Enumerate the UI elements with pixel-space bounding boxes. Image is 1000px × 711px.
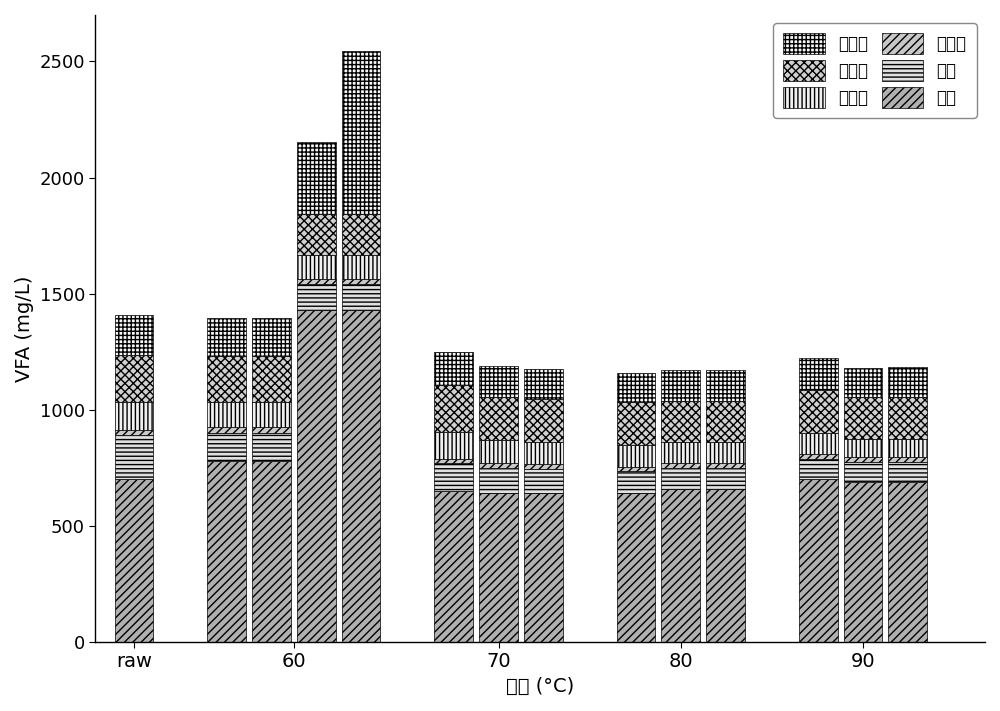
Y-axis label: VFA (mg/L): VFA (mg/L) <box>15 275 34 382</box>
Bar <box>342 213 380 255</box>
Bar <box>342 51 380 213</box>
Bar <box>434 463 473 491</box>
Bar <box>799 358 838 390</box>
X-axis label: 温度 (°C): 温度 (°C) <box>506 677 574 696</box>
Bar <box>297 141 336 213</box>
Bar <box>706 400 745 442</box>
Bar <box>115 356 153 402</box>
Bar <box>888 457 927 462</box>
Bar <box>252 427 291 433</box>
Bar <box>799 454 838 459</box>
Bar <box>434 459 473 463</box>
Bar <box>524 469 563 493</box>
Bar <box>844 482 882 642</box>
Bar <box>617 373 655 402</box>
Bar <box>524 493 563 642</box>
Bar <box>479 397 518 440</box>
Bar <box>661 463 700 468</box>
Bar <box>706 488 745 642</box>
Bar <box>888 482 927 642</box>
Bar <box>297 255 336 279</box>
Bar <box>524 369 563 400</box>
Bar <box>844 457 882 462</box>
Bar <box>297 284 336 310</box>
Bar <box>342 255 380 279</box>
Bar <box>434 385 473 432</box>
Bar <box>434 352 473 385</box>
Bar <box>799 459 838 479</box>
Bar <box>207 461 246 642</box>
Bar <box>617 444 655 466</box>
Bar <box>207 318 246 356</box>
Bar <box>252 461 291 642</box>
Bar <box>207 427 246 433</box>
Bar <box>524 464 563 469</box>
Bar <box>115 479 153 642</box>
Bar <box>479 463 518 468</box>
Bar <box>297 310 336 642</box>
Bar <box>844 397 882 439</box>
Bar <box>661 370 700 400</box>
Bar <box>297 279 336 284</box>
Bar <box>706 468 745 488</box>
Bar <box>661 468 700 488</box>
Bar <box>888 439 927 457</box>
Bar <box>342 310 380 642</box>
Bar <box>706 370 745 400</box>
Bar <box>844 368 882 397</box>
Bar <box>297 213 336 255</box>
Bar <box>342 279 380 284</box>
Bar <box>661 442 700 463</box>
Bar <box>799 433 838 454</box>
Bar <box>479 468 518 493</box>
Bar <box>434 491 473 642</box>
Bar <box>115 429 153 435</box>
Bar <box>115 402 153 429</box>
Bar <box>479 440 518 463</box>
Bar <box>799 479 838 642</box>
Bar <box>617 402 655 444</box>
Bar <box>617 466 655 471</box>
Bar <box>434 432 473 459</box>
Bar <box>342 284 380 310</box>
Bar <box>617 471 655 493</box>
Bar <box>706 463 745 468</box>
Bar <box>661 400 700 442</box>
Bar <box>207 433 246 461</box>
Bar <box>661 488 700 642</box>
Bar <box>617 493 655 642</box>
Legend: 正戊酸, 异戊酸, 正丁酸, 异丁酸, 丙酸, 乙酸: 正戊酸, 异戊酸, 正丁酸, 异丁酸, 丙酸, 乙酸 <box>773 23 977 117</box>
Bar <box>524 400 563 442</box>
Bar <box>479 365 518 397</box>
Bar <box>252 433 291 461</box>
Bar <box>479 493 518 642</box>
Bar <box>524 442 563 464</box>
Bar <box>706 442 745 463</box>
Bar <box>888 462 927 482</box>
Bar <box>888 367 927 397</box>
Bar <box>207 402 246 427</box>
Bar <box>799 390 838 433</box>
Bar <box>888 397 927 439</box>
Bar <box>115 314 153 356</box>
Bar <box>252 356 291 402</box>
Bar <box>844 462 882 482</box>
Bar <box>252 402 291 427</box>
Bar <box>115 435 153 479</box>
Bar <box>252 318 291 356</box>
Bar <box>207 356 246 402</box>
Bar <box>844 439 882 457</box>
